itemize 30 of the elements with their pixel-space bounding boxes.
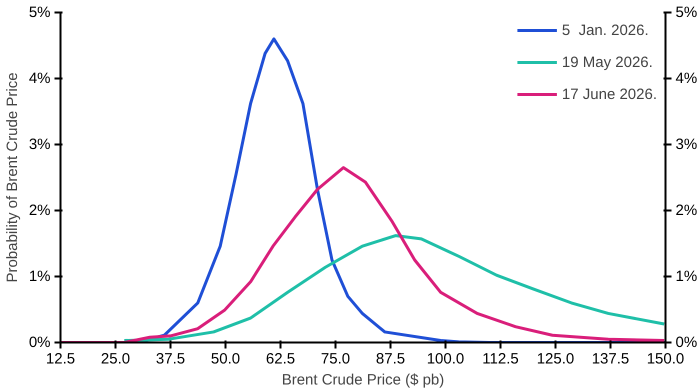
y2-tick-label: 0% xyxy=(676,334,698,351)
x-tick-label: 25.0 xyxy=(100,350,130,368)
y2-tick-label: 5% xyxy=(676,4,698,21)
y-tick-label: 3% xyxy=(28,136,51,153)
legend-label: 5 Jan. 2026. xyxy=(562,22,649,38)
x-tick-label: 37.5 xyxy=(156,350,186,368)
x-tick-label: 62.5 xyxy=(266,350,296,368)
x-tick-label: 125.0 xyxy=(536,350,574,368)
y-tick-label: 0% xyxy=(28,334,51,351)
x-tick-label: 12.5 xyxy=(46,350,76,368)
y2-tick-label: 4% xyxy=(676,70,698,87)
y2-tick-label: 1% xyxy=(676,268,698,285)
x-tick-label: 137.5 xyxy=(592,350,630,368)
legend-label: 17 June 2026. xyxy=(562,86,657,102)
x-tick-label: 50.0 xyxy=(210,350,240,368)
x-axis-title: Brent Crude Price ($ pb) xyxy=(282,372,444,388)
x-tick-label: 112.5 xyxy=(482,350,519,368)
y-tick-label: 4% xyxy=(28,70,51,87)
y2-tick-label: 3% xyxy=(676,136,698,153)
legend-label: 19 May 2026. xyxy=(562,54,653,70)
y-tick-label: 5% xyxy=(28,4,51,21)
y2-tick-label: 2% xyxy=(676,202,698,219)
y-tick-label: 1% xyxy=(28,268,51,285)
line-series xyxy=(122,234,666,342)
y-tick-label: 2% xyxy=(28,202,51,219)
x-tick-label: 75.0 xyxy=(320,350,350,368)
x-tick-label: 150.0 xyxy=(646,350,684,368)
x-tick-label: 100.0 xyxy=(426,350,464,368)
y-axis-title: Probability of Brent Crude Price xyxy=(4,72,21,283)
x-tick-label: 87.5 xyxy=(376,350,406,368)
